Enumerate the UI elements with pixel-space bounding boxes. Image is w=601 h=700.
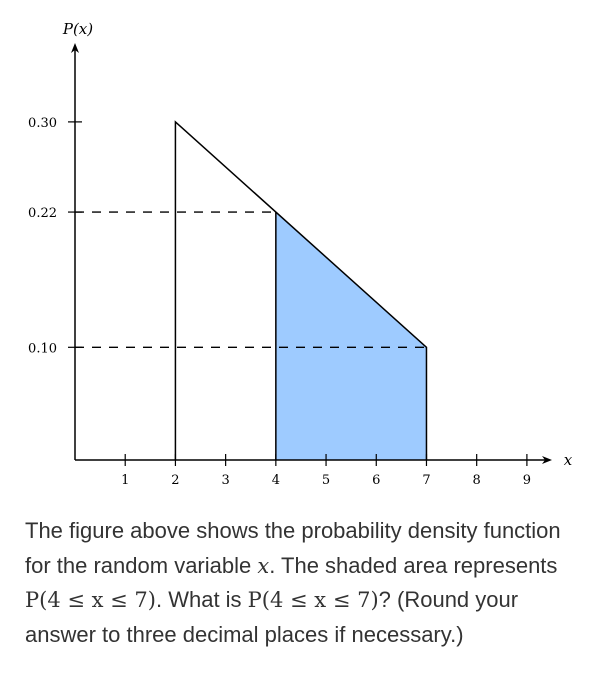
x-tick-label: 3 — [221, 473, 229, 488]
variable-x: x — [257, 553, 270, 578]
x-tick-label: 5 — [322, 473, 330, 488]
x-tick-label: 8 — [473, 473, 481, 488]
x-tick-label: 2 — [171, 473, 179, 488]
question-part-1: The figure above shows the probability d… — [25, 518, 561, 578]
question-part-4: ? (Round your answer to three decimal pl… — [25, 587, 519, 647]
x-axis-title: x — [564, 451, 573, 469]
y-tick-label: 0.10 — [28, 341, 57, 356]
x-axis-arrow — [542, 456, 552, 464]
y-tick-label: 0.22 — [28, 206, 57, 221]
x-tick-label: 6 — [372, 473, 380, 488]
question-part-2: . The shaded area represents — [269, 552, 558, 578]
pdf-chart: 1 2 3 4 5 6 7 8 9 0.10 0.22 0.30 P(x) x — [28, 20, 573, 488]
y-axis-arrow — [71, 43, 79, 53]
x-tick-label: 7 — [422, 473, 430, 488]
probability-expression-2: P(4 ≤ x ≤ 7) — [247, 588, 379, 612]
question-text: The figure above shows the probability d… — [25, 514, 585, 652]
probability-expression-1: P(4 ≤ x ≤ 7) — [25, 588, 156, 612]
question-part-3: . What is — [155, 587, 248, 612]
y-axis-title: P(x) — [62, 20, 93, 38]
x-tick-label: 4 — [272, 473, 280, 488]
shaded-area — [275, 212, 427, 460]
density-outline — [174, 120, 428, 460]
x-tick-label: 1 — [121, 473, 129, 488]
x-tick-label: 9 — [523, 473, 531, 488]
y-tick-label: 0.30 — [28, 116, 57, 131]
